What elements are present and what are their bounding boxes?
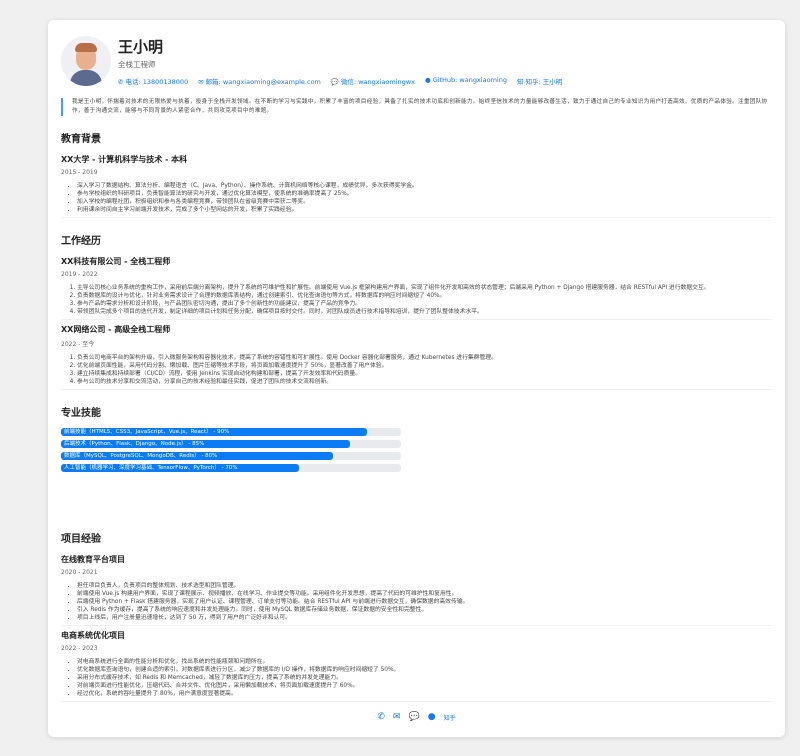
work-entry: XX网络公司 - 高级全栈工程师 2022 - 至今负责公司电商平台的架构升级，引…	[61, 324, 772, 390]
list-item: 优化前端页面性能，采用代码分割、懒加载、图片压缩等技术手段，将页面加载速度提升了…	[77, 362, 772, 370]
contact-item[interactable]: ✉ 邮箱: wangxiaoming@example.com	[198, 78, 321, 86]
entry-title: XX网络公司 - 高级全栈工程师	[61, 325, 171, 334]
entry-points: 主导公司核心业务系统的重构工作，采用前后端分离架构，提升了系统的可维护性和扩展性…	[61, 284, 772, 316]
list-item: 利用课余时间自主学习前端开发技术，完成了多个小型网站的开发，积累了实践经验。	[77, 206, 772, 214]
entry-date: 2022 - 2023	[61, 645, 98, 652]
skills-heading: 专业技能	[61, 408, 101, 419]
entry-points: 负责公司电商平台的架构升级，引入微服务架构和容器化技术，提高了系统的容错性和可扩…	[61, 354, 772, 386]
skill-bar: 数据库（MySQL、PostgreSQL、MongoDB、Redis） - 80…	[61, 452, 401, 460]
github-icon[interactable]: ●	[427, 712, 436, 722]
contact-item[interactable]: ● GitHub: wangxiaoming	[424, 76, 507, 84]
entry-title: 在线教育平台项目	[61, 555, 125, 564]
list-item: 建立持续集成和持续部署（CI/CD）流程，使用 Jenkins 实现自动化构建和…	[77, 370, 772, 378]
entry-date: 2015 - 2019	[61, 169, 98, 176]
work-heading: 工作经历	[61, 236, 101, 247]
projects-entry: 电商系统优化项目 2022 - 2023 对电商系统进行全面的性能分析和优化，找出系…	[61, 630, 772, 702]
skill-fill: 人工智能（机器学习、深度学习基础、TensorFlow、PyTorch） - 7…	[61, 464, 299, 472]
list-item: 对前端页面进行性能优化，压缩代码、合并文件、优化图片，采用懒加载技术，将页面加载…	[77, 682, 772, 690]
entry-title: XX大学 - 计算机科学与技术 - 本科	[61, 155, 188, 164]
skill-fill: 前端技能（HTML5、CSS3、JavaScript、Vue.js、React）…	[61, 428, 367, 436]
list-item: 采用分布式缓存技术，如 Redis 和 Memcached，减轻了数据库的压力，…	[77, 674, 772, 682]
list-item: 加入学校的编程社团，积极组织和参与各类编程竞赛，带领团队在省级竞赛中荣获二等奖。	[77, 198, 772, 206]
skill-fill: 数据库（MySQL、PostgreSQL、MongoDB、Redis） - 80…	[61, 452, 333, 460]
list-item: 担任项目负责人，负责项目的整体规划、技术选型和团队管理。	[77, 582, 772, 590]
list-item: 参与公司的技术分享和交流活动，分享自己的技术经验和最佳实践，促进了团队的技术交流…	[77, 378, 772, 386]
profile-name: 王小明	[118, 38, 164, 56]
list-item: 带领团队完成多个项目的迭代开发，制定详细的项目计划和任务分配，确保项目按时交付。…	[77, 308, 772, 316]
entry-title: XX科技有限公司 - 全栈工程师	[61, 257, 171, 266]
email-icon: ✉	[198, 78, 204, 86]
contact-item[interactable]: ✆ 电话: 13800138000	[118, 78, 189, 86]
list-item: 优化数据库查询语句，创建合适的索引，对数据库表进行分区，减少了数据库的 I/O …	[77, 666, 772, 674]
zhihu-link[interactable]: 知乎	[443, 714, 456, 722]
list-item: 负责数据库的设计与优化，针对业务需求设计了合理的数据库表结构，通过创建索引、优化…	[77, 292, 772, 300]
contact-item[interactable]: 知知乎: 王小明	[516, 78, 563, 86]
phone-icon: ✆	[118, 78, 124, 86]
summary: 我是王小明，怀揣着对技术的无限热爱与执着，投身于全栈开发领域。在不断的学习与实践…	[61, 98, 772, 116]
list-item: 引入 Redis 作为缓存，提高了系统的响应速度和并发处理能力。同时，使用 My…	[77, 606, 772, 614]
projects-heading: 项目经验	[61, 534, 101, 545]
github-icon: ●	[424, 76, 431, 84]
entry-points: 对电商系统进行全面的性能分析和优化，找出系统的性能瓶颈和问题所在。优化数据库查询…	[61, 658, 772, 698]
list-item: 主导公司核心业务系统的重构工作，采用前后端分离架构，提升了系统的可维护性和扩展性…	[77, 284, 772, 292]
zhihu-icon: 知	[516, 78, 524, 86]
entry-points: 深入学习了数据结构、算法分析、编程语言（C、Java、Python）、操作系统、…	[61, 182, 772, 214]
wechat-icon: 💬	[330, 78, 339, 86]
avatar	[61, 36, 111, 86]
skill-bar: 前端技能（HTML5、CSS3、JavaScript、Vue.js、React）…	[61, 428, 401, 436]
work-entry: XX科技有限公司 - 全栈工程师 2019 - 2022 主导公司核心业务系统的重构…	[61, 256, 772, 320]
entry-date: 2022 - 至今	[61, 341, 95, 348]
list-item: 前端使用 Vue.js 构建用户界面，实现了课程展示、视频播放、在线学习、作业提…	[77, 590, 772, 598]
wechat-icon[interactable]: 💬	[408, 712, 420, 722]
skill-fill: 后端技术（Python、Flask、Django、Node.js） - 85%	[61, 440, 350, 448]
education-entry: XX大学 - 计算机科学与技术 - 本科 2015 - 2019 深入学习了数据结构…	[61, 154, 772, 218]
contact-list: ✆ 电话: 13800138000 ✉ 邮箱: wangxiaoming@exampl…	[118, 76, 562, 86]
contact-item[interactable]: 💬 微信: wangxiaomingwx	[330, 78, 415, 86]
entry-points: 担任项目负责人，负责项目的整体规划、技术选型和团队管理。前端使用 Vue.js …	[61, 582, 772, 622]
skill-bar: 后端技术（Python、Flask、Django、Node.js） - 85%	[61, 440, 401, 448]
footer-links: ✆ ✉ 💬 ● 知乎	[61, 712, 772, 722]
entry-title: 电商系统优化项目	[61, 631, 125, 640]
resume-card: 王小明 全栈工程师 ✆ 电话: 13800138000 ✉ 邮箱: wangxiaom…	[48, 20, 785, 737]
phone-icon[interactable]: ✆	[377, 712, 385, 722]
education-heading: 教育背景	[61, 134, 101, 145]
list-item: 项目上线后，用户注册量迅速增长，达到了 50 万，得到了用户的广泛好评和认可。	[77, 614, 772, 622]
list-item: 参与产品的需求分析和设计阶段，与产品团队密切沟通，提出了多个创新性的功能建议，提…	[77, 300, 772, 308]
projects-entry: 在线教育平台项目 2020 - 2021 担任项目负责人，负责项目的整体规划、技术选…	[61, 554, 772, 626]
entry-date: 2019 - 2022	[61, 271, 98, 278]
list-item: 参与学校组织的科研项目，负责智能算法的研究与开发，通过优化算法模型，使系统的准确…	[77, 190, 772, 198]
profile-header: 王小明 全栈工程师 ✆ 电话: 13800138000 ✉ 邮箱: wangxiaom…	[61, 30, 772, 92]
list-item: 负责公司电商平台的架构升级，引入微服务架构和容器化技术，提高了系统的容错性和可扩…	[77, 354, 772, 362]
skill-bar: 人工智能（机器学习、深度学习基础、TensorFlow、PyTorch） - 7…	[61, 464, 401, 472]
list-item: 经过优化，系统的吞吐量提升了 80%，用户满意度显著提高。	[77, 690, 772, 698]
email-icon[interactable]: ✉	[392, 712, 401, 722]
list-item: 后端使用 Python + Flask 搭建服务器，实现了用户认证、课程管理、订…	[77, 598, 772, 606]
list-item: 对电商系统进行全面的性能分析和优化，找出系统的性能瓶颈和问题所在。	[77, 658, 772, 666]
list-item: 深入学习了数据结构、算法分析、编程语言（C、Java、Python）、操作系统、…	[77, 182, 772, 190]
profile-title: 全栈工程师	[118, 60, 156, 69]
entry-date: 2020 - 2021	[61, 569, 98, 576]
